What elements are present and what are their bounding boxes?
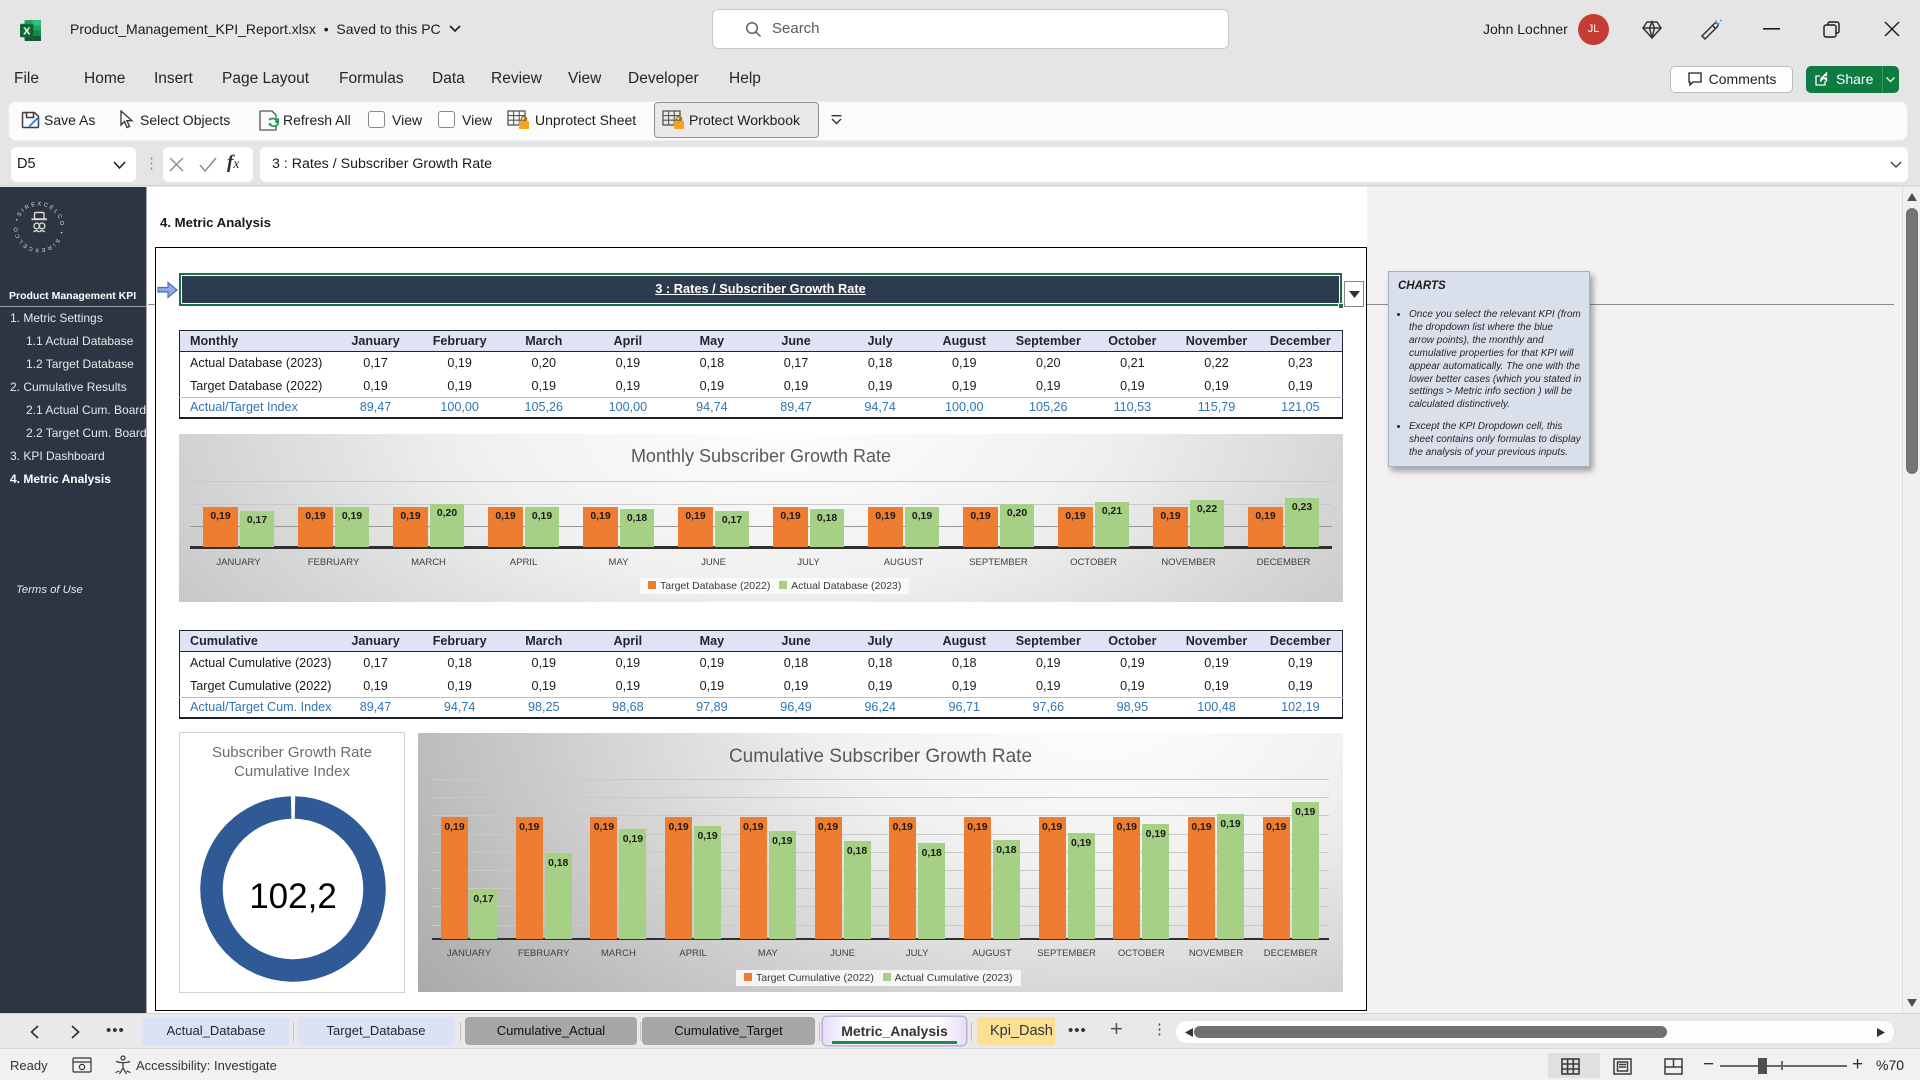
svg-text:X: X (23, 25, 30, 37)
svg-text:102,2: 102,2 (249, 877, 337, 916)
